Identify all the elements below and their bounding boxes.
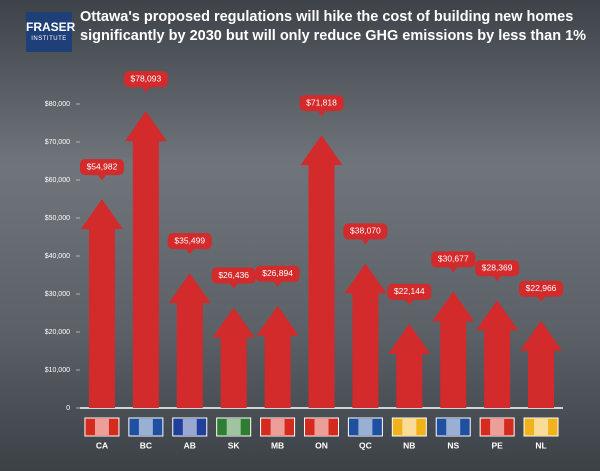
value-label: $22,144 — [394, 286, 425, 296]
value-label-pointer — [537, 296, 546, 302]
x-tick-label: NL — [535, 440, 546, 450]
y-tick-label: $40,000 — [45, 253, 70, 260]
y-tick-label: 0 — [66, 405, 70, 412]
arrow-bar — [476, 300, 519, 408]
arrow-bar — [520, 320, 563, 408]
x-tick-label: AB — [184, 440, 196, 450]
y-tick-label: $70,000 — [45, 139, 70, 146]
x-tick-label: CA — [96, 440, 108, 450]
value-label-pointer — [449, 267, 458, 273]
value-label-box — [519, 280, 564, 297]
value-label-box — [343, 223, 388, 240]
y-tick-label: $60,000 — [45, 177, 70, 184]
x-tick-label: NB — [403, 440, 415, 450]
x-tick-label: SK — [228, 440, 241, 450]
x-tick-label: ON — [315, 440, 328, 450]
value-label: $71,818 — [306, 97, 337, 107]
value-label-pointer — [493, 276, 502, 282]
value-label-box — [255, 265, 300, 282]
value-label-box — [123, 71, 168, 88]
value-label-pointer — [141, 87, 150, 93]
value-label-pointer — [361, 239, 370, 245]
value-label: $28,369 — [482, 262, 513, 272]
value-label-pointer — [317, 111, 326, 117]
arrow-bar — [344, 263, 387, 408]
arrow-bar — [432, 291, 475, 408]
arrow-bar — [388, 323, 431, 408]
arrow-bar — [80, 199, 123, 408]
value-label-pointer — [273, 281, 282, 287]
value-label-pointer — [405, 299, 414, 305]
arrow-bar — [300, 135, 343, 408]
flag-field — [358, 419, 373, 435]
x-tick-label: NS — [447, 440, 459, 450]
value-label-box — [475, 260, 520, 277]
flag-field — [534, 419, 549, 435]
value-label-pointer — [185, 249, 194, 255]
value-label: $54,982 — [87, 161, 118, 171]
y-tick-label: $10,000 — [45, 367, 70, 374]
logo: FRASER INSTITUTE — [26, 12, 76, 52]
y-tick-label: $50,000 — [45, 215, 70, 222]
flag-field — [138, 419, 153, 435]
logo-name: FRASER — [26, 20, 76, 34]
x-tick-label: PE — [491, 440, 503, 450]
x-tick-label: QC — [359, 440, 372, 450]
y-tick-label: $20,000 — [45, 329, 70, 336]
value-label-box — [299, 95, 344, 112]
value-label-box — [79, 159, 124, 176]
value-label: $78,093 — [130, 73, 161, 83]
flag-field — [270, 419, 285, 435]
arrow-bar — [212, 307, 255, 408]
value-label-box — [387, 283, 432, 300]
y-tick-label: $80,000 — [45, 101, 70, 108]
flag-field — [314, 419, 329, 435]
value-label-pointer — [97, 175, 106, 181]
flag-field — [402, 419, 417, 435]
flag-field — [226, 419, 241, 435]
value-label-box — [211, 267, 256, 284]
arrow-bar — [256, 305, 299, 408]
value-label: $26,894 — [262, 268, 293, 278]
value-label: $38,070 — [350, 226, 381, 236]
y-tick-label: $30,000 — [45, 291, 70, 298]
logo-sub: INSTITUTE — [31, 36, 67, 42]
flag-field — [446, 419, 461, 435]
value-label: $26,436 — [218, 270, 249, 280]
arrow-bar — [168, 273, 211, 408]
value-label-pointer — [229, 283, 238, 289]
x-tick-label: MB — [271, 440, 284, 450]
chart-title: Ottawa's proposed regulations will hike … — [80, 9, 587, 44]
value-label: $35,499 — [174, 235, 205, 245]
value-label-box — [431, 251, 476, 268]
flag-field — [182, 419, 197, 435]
value-label: $30,677 — [438, 254, 469, 264]
flag-field — [94, 419, 109, 435]
flag-field — [490, 419, 505, 435]
arrow-bar — [124, 111, 167, 409]
x-tick-label: BC — [140, 440, 152, 450]
value-label: $22,966 — [526, 283, 557, 293]
value-label-box — [167, 233, 212, 250]
